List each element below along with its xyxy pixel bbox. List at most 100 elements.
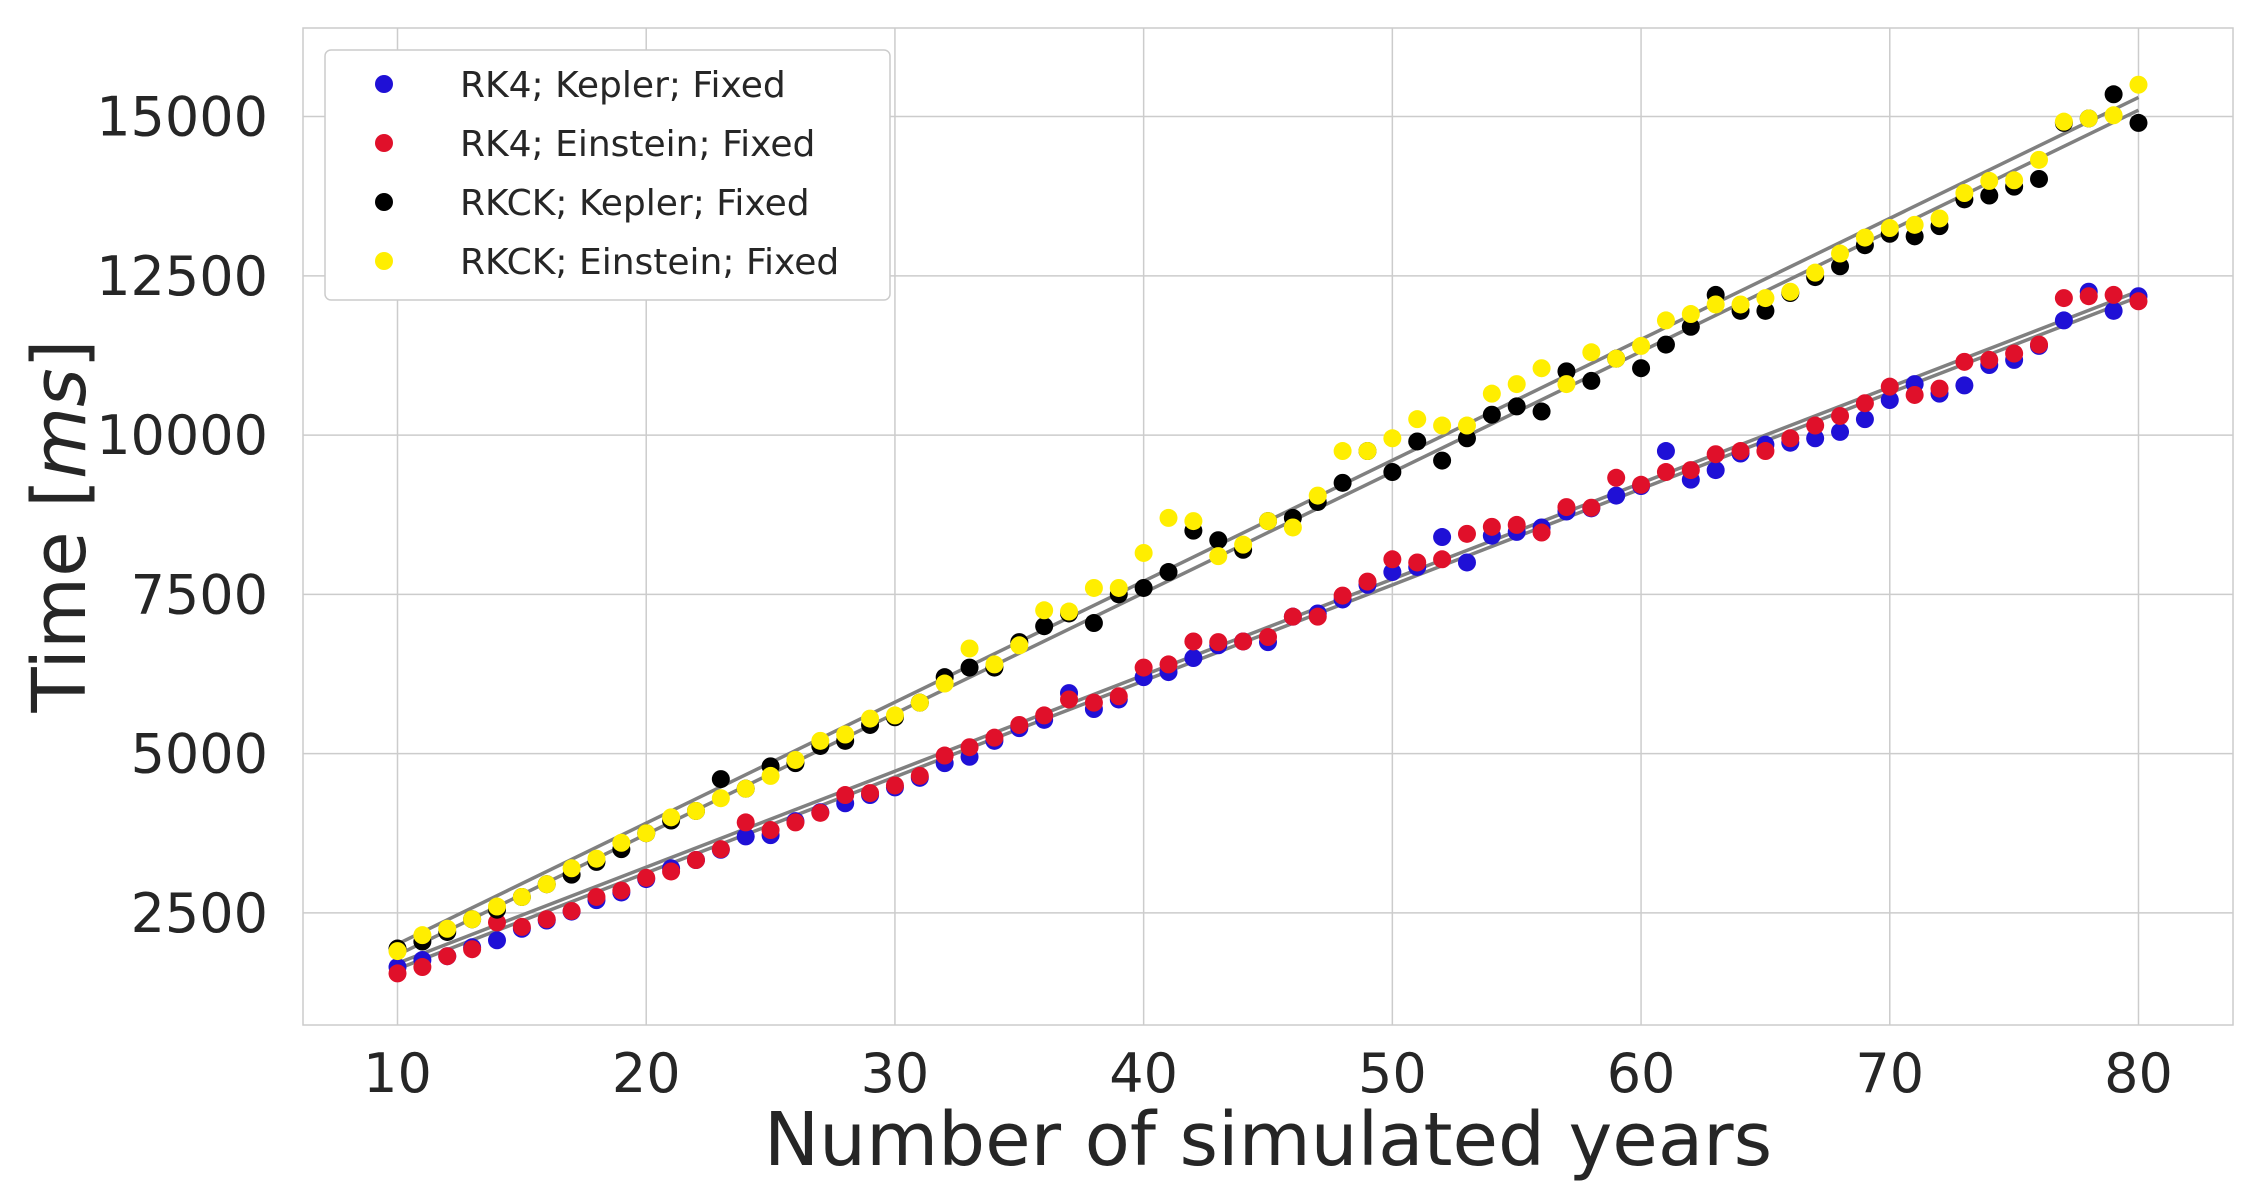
data-point — [1831, 406, 1850, 425]
data-point — [1955, 183, 1974, 202]
data-point — [1706, 445, 1725, 464]
data-point — [985, 728, 1004, 747]
data-point — [1930, 379, 1949, 398]
data-point — [786, 813, 805, 832]
data-point — [1134, 543, 1153, 562]
data-point — [1607, 349, 1626, 368]
legend-label: RK4; Kepler; Fixed — [460, 65, 786, 106]
data-point — [1482, 517, 1501, 536]
data-point — [736, 827, 755, 846]
data-point — [1084, 614, 1103, 633]
data-point — [1706, 461, 1725, 480]
data-point — [910, 766, 929, 785]
x-tick-label: 10 — [363, 1042, 432, 1105]
data-point — [1408, 410, 1427, 429]
data-point — [1010, 636, 1029, 655]
data-point — [1184, 632, 1203, 651]
data-point — [1333, 586, 1352, 605]
data-point — [1383, 463, 1402, 482]
data-point — [1980, 186, 1999, 205]
data-point — [836, 786, 855, 805]
y-tick-labels: 2500 5000 7500 10000 12500 15000 — [96, 86, 268, 945]
data-point — [861, 709, 880, 728]
data-point — [1781, 282, 1800, 301]
data-point — [413, 926, 432, 945]
data-point — [960, 639, 979, 658]
data-point — [1084, 578, 1103, 597]
data-point — [512, 887, 531, 906]
x-tick-label: 50 — [1358, 1042, 1427, 1105]
data-point — [1831, 422, 1850, 441]
data-point — [662, 808, 681, 827]
data-point — [1408, 553, 1427, 572]
legend-box — [324, 49, 891, 301]
data-point — [1035, 617, 1054, 636]
data-point — [1955, 352, 1974, 371]
data-point — [1855, 394, 1874, 413]
data-point — [637, 824, 656, 843]
y-tick-label: 15000 — [96, 86, 268, 149]
data-point — [1532, 359, 1551, 378]
data-point — [1955, 376, 1974, 395]
data-point — [1234, 632, 1253, 651]
data-point — [1731, 295, 1750, 314]
data-point — [736, 813, 755, 832]
data-point — [1209, 633, 1228, 652]
data-point — [1259, 512, 1277, 531]
data-point — [2054, 112, 2073, 131]
y-tick-label: 7500 — [131, 563, 268, 626]
data-point — [1383, 429, 1402, 448]
series-3 — [388, 75, 2148, 961]
data-point — [1482, 405, 1501, 424]
data-point — [1930, 209, 1949, 228]
data-point — [487, 931, 506, 950]
legend-label: RK4; Einstein; Fixed — [460, 124, 815, 165]
data-point — [1806, 263, 1825, 282]
data-point — [1507, 397, 1526, 416]
data-point — [1234, 535, 1253, 554]
data-point — [2030, 150, 2049, 169]
data-point — [935, 746, 954, 765]
data-point — [960, 738, 979, 757]
x-tick-label: 30 — [861, 1042, 930, 1105]
data-point — [1632, 359, 1651, 378]
legend-label: RKCK; Kepler; Fixed — [460, 183, 810, 224]
data-point — [1656, 463, 1675, 482]
data-point — [1731, 442, 1750, 461]
data-point — [1084, 693, 1103, 712]
data-point — [1756, 301, 1775, 320]
data-point — [1259, 628, 1277, 647]
legend: RK4; Kepler; Fixed RK4; Einstein; Fixed RK… — [324, 49, 891, 301]
series-1 — [388, 285, 2148, 983]
data-point — [711, 770, 730, 789]
data-point — [1159, 508, 1178, 527]
data-point — [1134, 658, 1153, 677]
data-point — [2104, 285, 2123, 304]
data-point — [438, 919, 457, 938]
data-point — [1582, 343, 1601, 362]
data-point — [612, 881, 631, 900]
data-point — [1184, 512, 1203, 531]
x-tick-label: 40 — [1109, 1042, 1178, 1105]
legend-marker — [375, 252, 393, 270]
data-point — [1756, 289, 1775, 308]
data-point — [487, 913, 506, 932]
legend-label: RKCK; Einstein; Fixed — [460, 242, 839, 283]
data-point — [662, 862, 681, 881]
data-point — [1681, 461, 1700, 480]
data-point — [1457, 524, 1476, 543]
data-point — [736, 779, 755, 798]
data-point — [2054, 311, 2073, 330]
legend-marker — [375, 193, 393, 211]
data-point — [761, 766, 780, 785]
data-point — [711, 789, 730, 808]
data-point — [1806, 429, 1825, 448]
data-point — [1831, 257, 1850, 276]
data-point — [1109, 578, 1128, 597]
data-point — [1880, 377, 1899, 396]
data-point — [1557, 362, 1576, 381]
data-point — [512, 917, 531, 936]
data-point — [1781, 429, 1800, 448]
data-point — [1880, 391, 1899, 410]
data-point — [1656, 335, 1675, 354]
